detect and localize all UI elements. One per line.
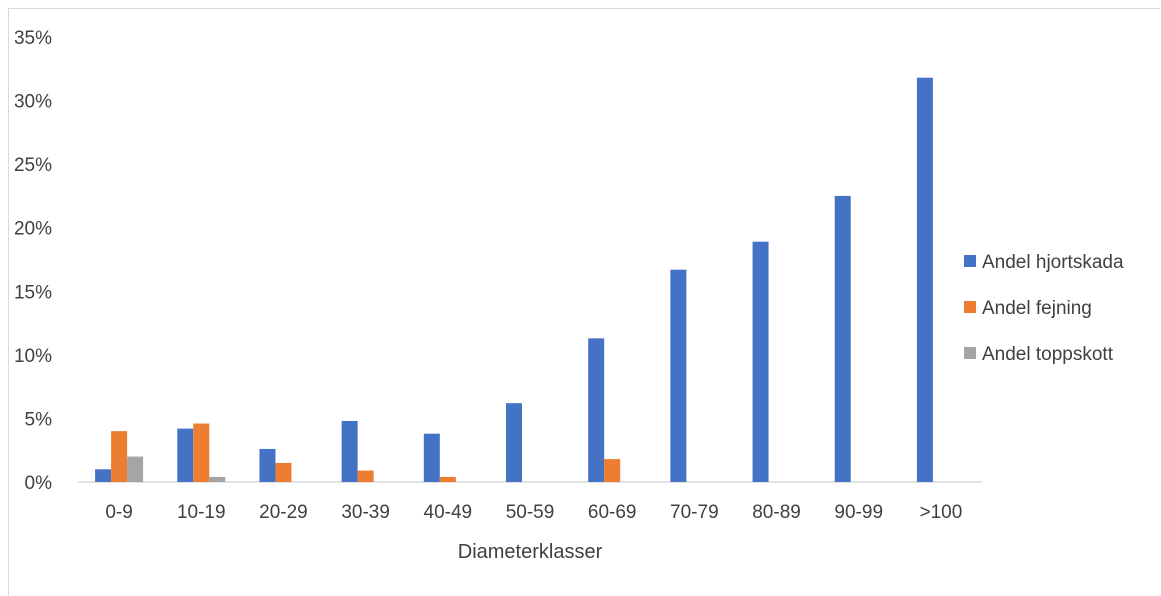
y-tick-label: 10% (14, 346, 52, 367)
y-tick-label: 5% (25, 409, 53, 430)
bar-andel-fejning-20-29 (275, 462, 292, 482)
x-tick-label: 0-9 (105, 502, 132, 523)
bar-andel-hjortskada-10-19 (177, 428, 194, 482)
y-tick-label: 35% (14, 28, 52, 49)
bar-andel-hjortskada-30-39 (341, 420, 358, 482)
x-tick-label: >100 (920, 502, 963, 523)
y-axis: 0% 5% 10% 15% 20% 25% 30% 35% (14, 28, 52, 494)
bar-andel-fejning-60-69 (604, 459, 621, 482)
bar-andel-fejning-40-49 (439, 476, 456, 482)
y-tick-label: 30% (14, 92, 52, 113)
bar-andel-fejning-30-39 (357, 470, 374, 482)
x-tick-label: 60-69 (588, 502, 637, 523)
legend-label: Andel fejning (982, 298, 1092, 319)
bar-andel-hjortskada-90-99 (834, 195, 851, 482)
y-tick-label: 0% (25, 473, 53, 494)
legend-swatch (964, 347, 976, 359)
y-tick-label: 15% (14, 282, 52, 303)
bar-andel-hjortskada-50-59 (506, 403, 522, 482)
legend-label: Andel toppskott (982, 344, 1114, 365)
bars (95, 77, 933, 482)
bar-andel-hjortskada-60-69 (588, 338, 605, 482)
x-tick-label: 50-59 (506, 502, 555, 523)
bar-andel-toppskott-0-9 (127, 456, 144, 482)
bar-andel-fejning-10-19 (193, 423, 210, 482)
legend-swatch (964, 301, 976, 313)
bar-andel-hjortskada-0-9 (95, 469, 112, 482)
x-tick-label: 30-39 (341, 502, 390, 523)
legend-swatch (964, 255, 976, 267)
legend: Andel hjortskada Andel fejning Andel topps… (964, 252, 1124, 365)
x-tick-label: 10-19 (177, 502, 226, 523)
legend-label: Andel hjortskada (982, 252, 1124, 273)
bar-andel-fejning-0-9 (111, 431, 128, 482)
x-tick-label: 80-89 (752, 502, 801, 523)
x-tick-label: 90-99 (834, 502, 883, 523)
bar-andel-hjortskada-40-49 (423, 433, 440, 482)
bar-andel-hjortskada-20-29 (259, 448, 276, 482)
x-tick-label: 40-49 (424, 502, 473, 523)
y-tick-label: 20% (14, 219, 52, 240)
bar-andel-hjortskada->100 (916, 77, 933, 482)
y-tick-label: 25% (14, 155, 52, 176)
bar-andel-toppskott-10-19 (209, 476, 226, 482)
x-tick-label: 20-29 (259, 502, 308, 523)
chart-frame (8, 8, 1160, 595)
bar-andel-hjortskada-80-89 (752, 241, 769, 482)
x-tick-label: 70-79 (670, 502, 719, 523)
x-axis-title: Diameterklasser (458, 541, 603, 563)
x-axis: 0-9 10-19 20-29 30-39 40-49 50-59 60-69 70-79 80… (105, 502, 962, 523)
bar-andel-hjortskada-70-79 (670, 269, 687, 482)
